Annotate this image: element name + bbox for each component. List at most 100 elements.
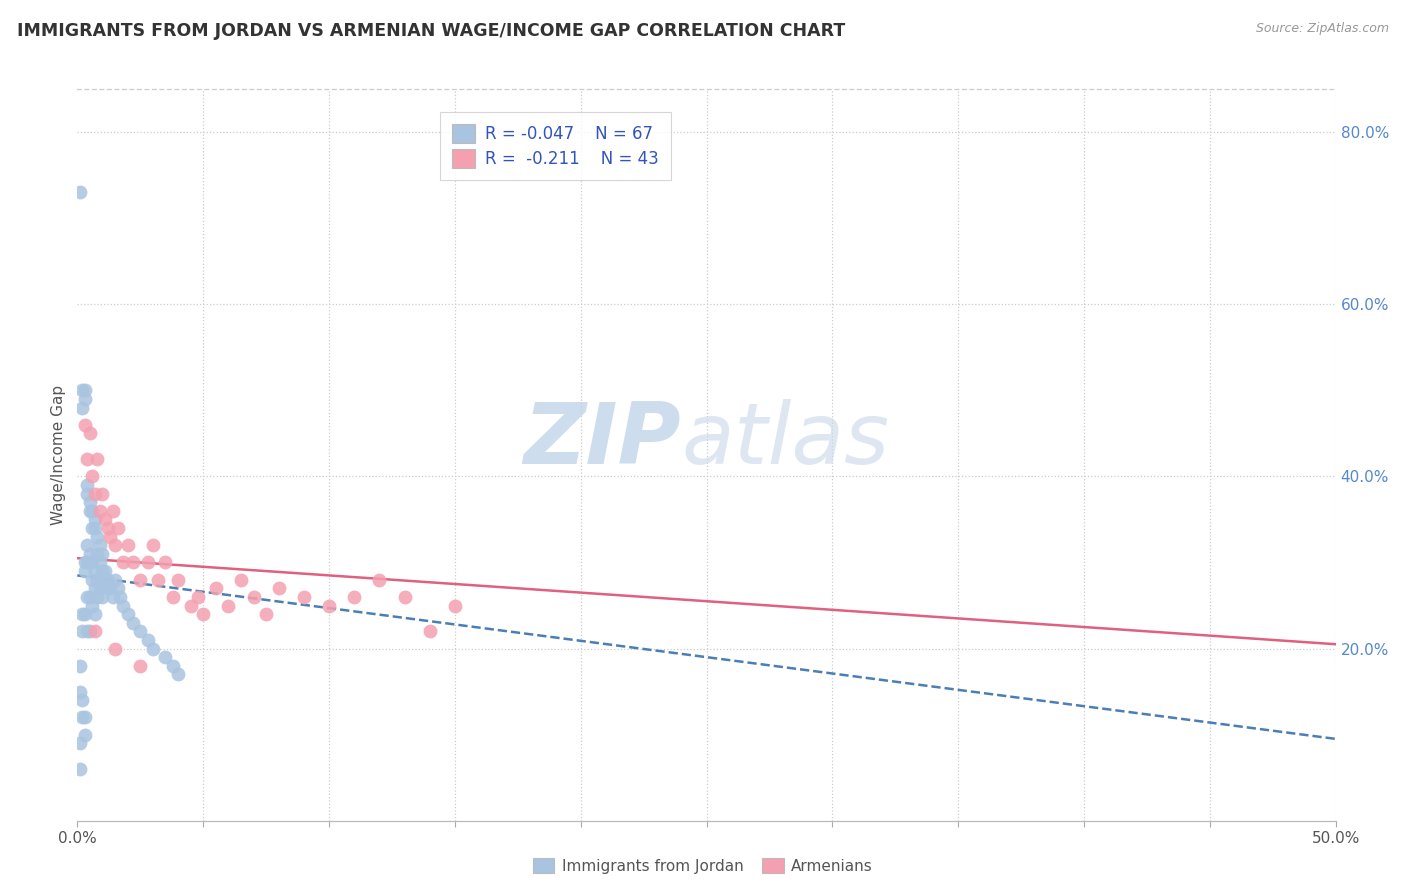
Point [84, 486, 107, 500]
Point [142, 641, 165, 656]
Point [76, 624, 98, 639]
Point [82, 599, 104, 613]
Point [76, 478, 98, 492]
Point [111, 599, 134, 613]
Point [76, 452, 98, 467]
Point [180, 599, 202, 613]
Point [394, 590, 416, 604]
Text: ZIP: ZIP [523, 399, 682, 482]
Point [73, 556, 96, 570]
Point [89, 504, 111, 518]
Point [91, 547, 114, 561]
Point [82, 521, 104, 535]
Point [129, 573, 152, 587]
Point [69, 186, 91, 200]
Point [72, 624, 94, 639]
Point [82, 469, 104, 483]
Point [73, 607, 96, 621]
Point [254, 607, 277, 621]
Point [76, 556, 98, 570]
Point [79, 590, 101, 604]
Point [111, 556, 134, 570]
Point [108, 590, 131, 604]
Point [73, 417, 96, 432]
Y-axis label: Wage/Income Gap: Wage/Income Gap [51, 384, 66, 525]
Point [86, 573, 108, 587]
Point [96, 582, 118, 596]
Point [86, 590, 108, 604]
Point [96, 521, 118, 535]
Point [129, 658, 152, 673]
Point [84, 582, 107, 596]
Point [121, 615, 143, 630]
Point [73, 728, 96, 742]
Point [79, 624, 101, 639]
Point [98, 582, 121, 596]
Point [217, 599, 239, 613]
Point [104, 538, 127, 552]
Point [368, 573, 391, 587]
Point [162, 658, 184, 673]
Point [72, 710, 94, 724]
Text: Source: ZipAtlas.com: Source: ZipAtlas.com [1256, 22, 1389, 36]
Point [86, 547, 108, 561]
Point [69, 762, 91, 776]
Point [155, 556, 177, 570]
Point [292, 590, 315, 604]
Point [142, 538, 165, 552]
Point [73, 710, 96, 724]
Point [94, 564, 117, 578]
Point [167, 573, 190, 587]
Point [117, 607, 139, 621]
Point [101, 504, 124, 518]
Point [146, 573, 169, 587]
Point [84, 607, 107, 621]
Point [343, 590, 366, 604]
Point [136, 632, 159, 647]
Point [73, 564, 96, 578]
Point [89, 538, 111, 552]
Point [79, 495, 101, 509]
Point [444, 599, 467, 613]
Point [191, 607, 215, 621]
Point [79, 426, 101, 441]
Legend: Immigrants from Jordan, Armenians: Immigrants from Jordan, Armenians [527, 852, 879, 880]
Point [204, 582, 226, 596]
Point [76, 590, 98, 604]
Point [72, 401, 94, 415]
Point [73, 384, 96, 398]
Point [91, 590, 114, 604]
Point [94, 512, 117, 526]
Point [89, 582, 111, 596]
Legend: R = -0.047    N = 67, R =  -0.211    N = 43: R = -0.047 N = 67, R = -0.211 N = 43 [440, 112, 671, 180]
Point [84, 564, 107, 578]
Point [69, 684, 91, 698]
Point [82, 556, 104, 570]
Point [117, 538, 139, 552]
Point [242, 590, 264, 604]
Point [76, 538, 98, 552]
Point [72, 693, 94, 707]
Point [129, 624, 152, 639]
Point [79, 556, 101, 570]
Point [91, 486, 114, 500]
Point [86, 530, 108, 544]
Point [121, 556, 143, 570]
Point [187, 590, 209, 604]
Point [101, 590, 124, 604]
Point [91, 564, 114, 578]
Point [69, 736, 91, 750]
Point [86, 452, 108, 467]
Point [107, 582, 129, 596]
Point [419, 624, 441, 639]
Text: IMMIGRANTS FROM JORDAN VS ARMENIAN WAGE/INCOME GAP CORRELATION CHART: IMMIGRANTS FROM JORDAN VS ARMENIAN WAGE/… [17, 22, 845, 40]
Point [79, 504, 101, 518]
Point [94, 573, 117, 587]
Point [82, 573, 104, 587]
Point [96, 573, 118, 587]
Point [162, 590, 184, 604]
Point [84, 512, 107, 526]
Point [104, 573, 127, 587]
Point [84, 521, 107, 535]
Point [104, 641, 127, 656]
